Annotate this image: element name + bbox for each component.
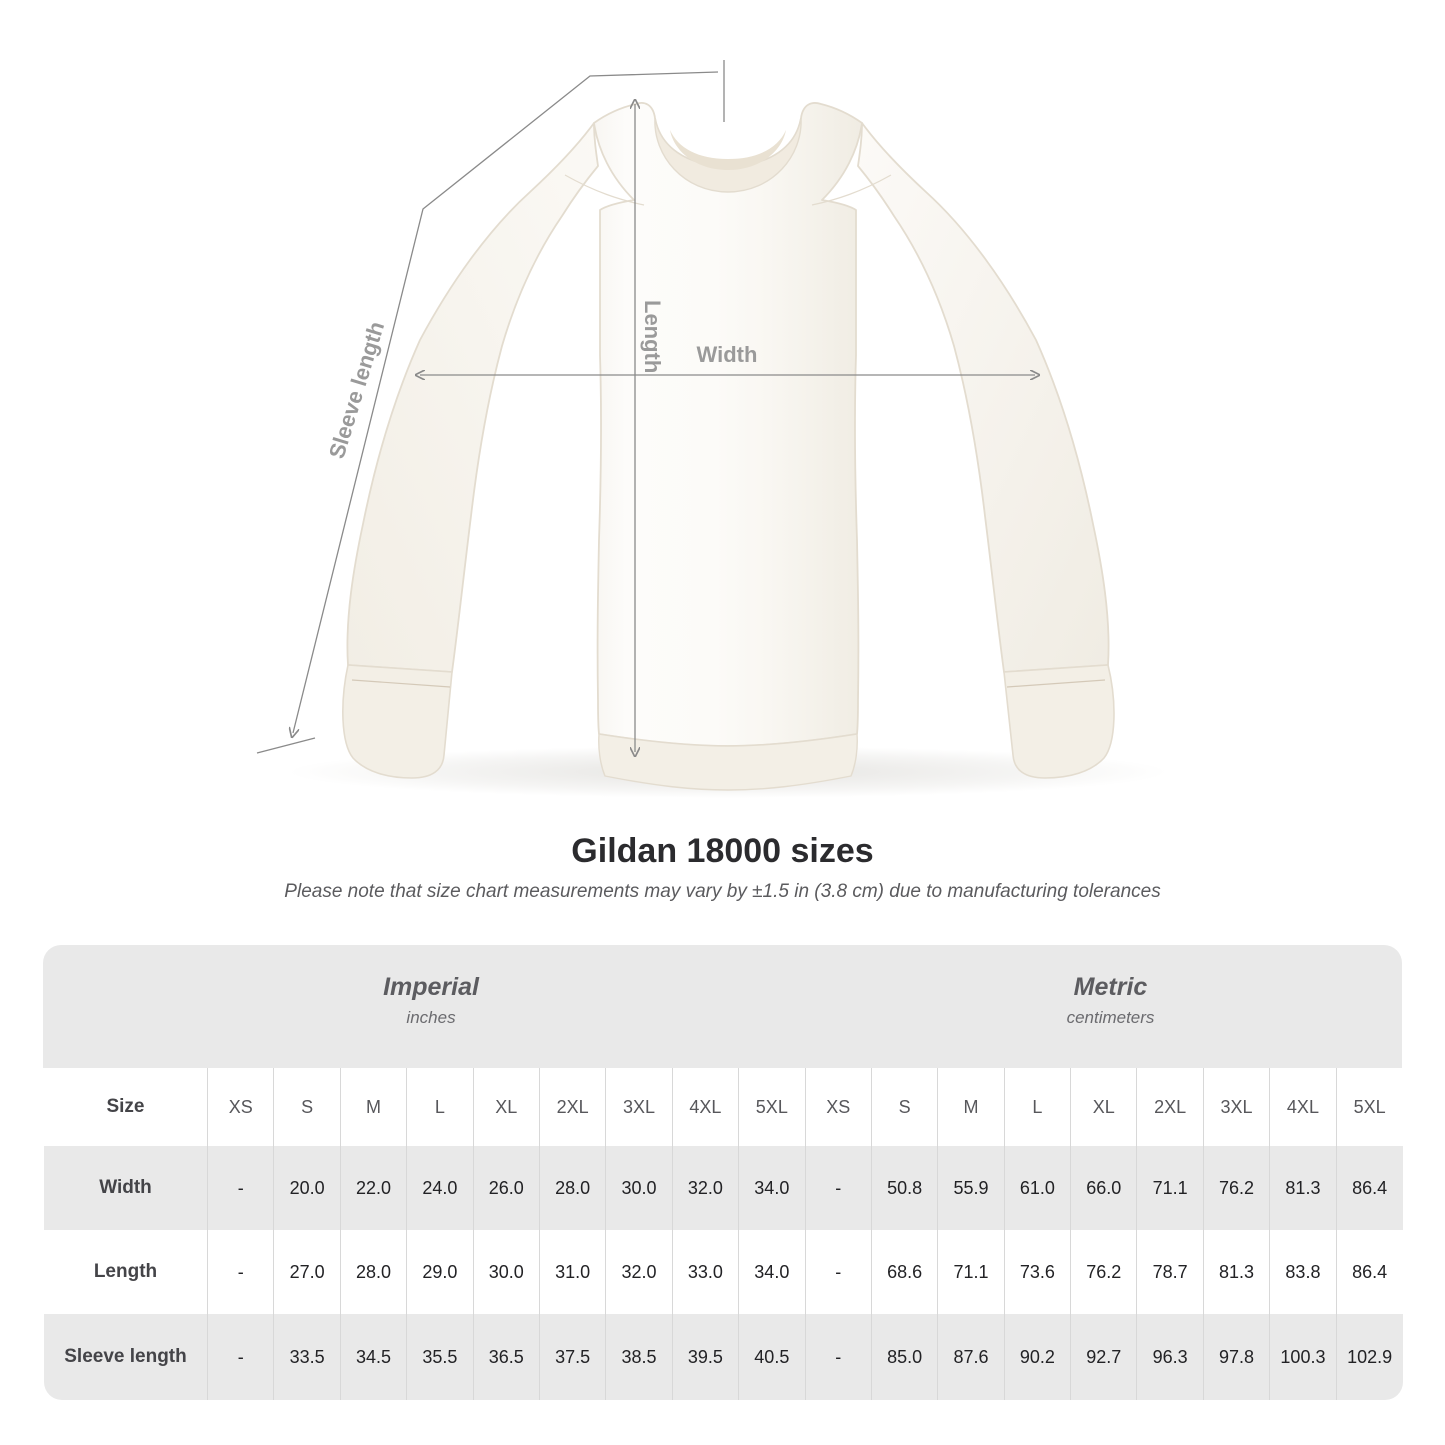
svg-text:Length: Length [640, 300, 665, 373]
svg-text:Width: Width [697, 342, 758, 367]
svg-text:Sleeve length: Sleeve length [324, 319, 389, 462]
